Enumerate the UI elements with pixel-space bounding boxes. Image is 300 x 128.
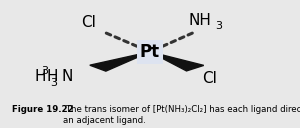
Polygon shape — [150, 52, 204, 71]
Text: NH: NH — [188, 13, 211, 28]
Text: 3: 3 — [50, 78, 57, 88]
Text: Cl: Cl — [202, 71, 217, 86]
Text: 3: 3 — [41, 66, 49, 76]
Text: N: N — [61, 69, 73, 84]
Text: Figure 19.22: Figure 19.22 — [12, 105, 74, 114]
Text: The trans isomer of [Pt(NH₃)₂Cl₂] has each ligand directly across from
an adjace: The trans isomer of [Pt(NH₃)₂Cl₂] has ea… — [63, 105, 300, 125]
Text: H: H — [34, 69, 46, 84]
Text: Cl: Cl — [82, 15, 96, 30]
Text: H  N: H N — [0, 127, 1, 128]
Text: H: H — [47, 69, 58, 84]
Polygon shape — [90, 52, 150, 71]
Text: 3: 3 — [215, 21, 222, 31]
Text: Pt: Pt — [140, 43, 160, 61]
